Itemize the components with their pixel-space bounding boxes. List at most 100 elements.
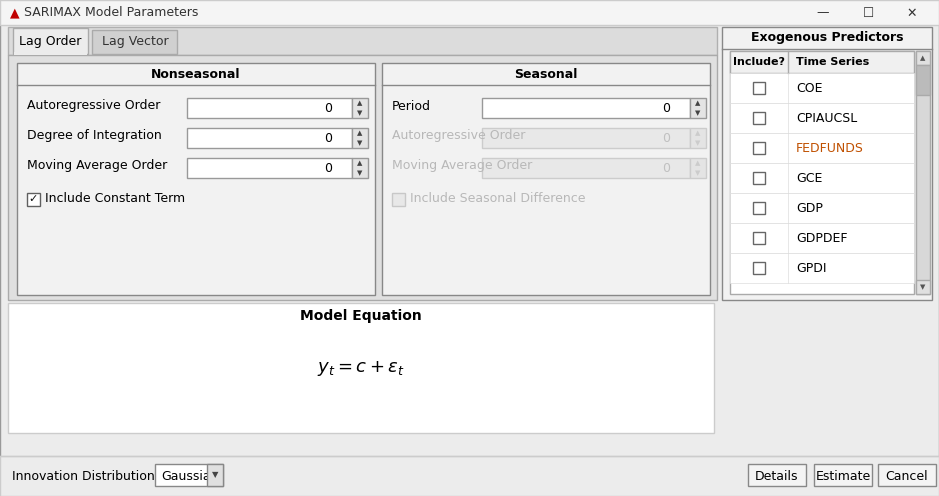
Text: 0: 0 [324, 131, 332, 144]
Bar [482, 158, 690, 178]
Bar [382, 63, 710, 295]
Bar [187, 128, 352, 148]
Text: ▲: ▲ [695, 130, 700, 136]
Text: Lag Order: Lag Order [19, 35, 81, 48]
Text: Gaussian: Gaussian [161, 470, 219, 483]
Bar [753, 172, 765, 184]
Bar [878, 464, 936, 486]
Text: 0: 0 [662, 102, 670, 115]
Text: ▲: ▲ [10, 6, 20, 19]
Text: Moving Average Order: Moving Average Order [27, 160, 167, 173]
Text: ✓: ✓ [28, 194, 38, 204]
Bar [352, 158, 368, 178]
Bar [730, 253, 914, 283]
Bar [814, 464, 872, 486]
Bar [730, 73, 914, 103]
Text: GDPDEF: GDPDEF [796, 232, 848, 245]
Text: ▼: ▼ [695, 140, 700, 146]
Text: Exogenous Predictors: Exogenous Predictors [751, 32, 903, 45]
Text: ▼: ▼ [212, 471, 218, 480]
Text: ▲: ▲ [695, 160, 700, 166]
Text: ▼: ▼ [695, 110, 700, 116]
Bar [482, 98, 690, 118]
Text: Moving Average Order: Moving Average Order [392, 160, 532, 173]
Text: FEDFUNDS: FEDFUNDS [796, 141, 864, 154]
Bar [207, 464, 223, 486]
Bar [8, 55, 717, 300]
Bar [482, 128, 690, 148]
Bar [8, 303, 714, 433]
Text: Seasonal: Seasonal [515, 67, 577, 80]
Bar [753, 262, 765, 274]
Bar [392, 193, 405, 206]
Text: Autoregressive Order: Autoregressive Order [27, 100, 161, 113]
Bar [187, 158, 352, 178]
Bar [0, 456, 939, 496]
Text: ▼: ▼ [358, 170, 362, 176]
Bar [187, 98, 352, 118]
Bar [17, 63, 375, 295]
Text: ▼: ▼ [695, 170, 700, 176]
Bar [730, 193, 914, 223]
Bar [753, 232, 765, 244]
Text: Cancel: Cancel [885, 470, 929, 483]
Bar [730, 223, 914, 253]
Bar [916, 51, 930, 294]
Bar [916, 65, 930, 95]
Text: COE: COE [796, 81, 823, 95]
Text: ▲: ▲ [358, 100, 362, 106]
Bar [352, 128, 368, 148]
Text: Details: Details [755, 470, 799, 483]
Text: Nonseasonal: Nonseasonal [151, 67, 240, 80]
Text: Include?: Include? [733, 57, 785, 67]
Text: 0: 0 [662, 162, 670, 175]
Bar [8, 27, 717, 55]
Bar [730, 133, 914, 163]
Text: ✕: ✕ [907, 6, 917, 19]
Text: Time Series: Time Series [796, 57, 870, 67]
Bar [155, 464, 223, 486]
Text: $y_t = c + \varepsilon_t$: $y_t = c + \varepsilon_t$ [317, 359, 405, 377]
Text: ▲: ▲ [358, 160, 362, 166]
Text: SARIMAX Model Parameters: SARIMAX Model Parameters [24, 6, 198, 19]
Text: GCE: GCE [796, 172, 823, 185]
Text: ▲: ▲ [358, 130, 362, 136]
Text: Period: Period [392, 100, 431, 113]
Text: Include Constant Term: Include Constant Term [45, 192, 185, 205]
Text: 0: 0 [324, 162, 332, 175]
Text: Innovation Distribution: Innovation Distribution [12, 470, 155, 483]
Bar [14, 52, 87, 55]
Text: CPIAUCSL: CPIAUCSL [796, 112, 857, 124]
Text: GDP: GDP [796, 201, 823, 214]
Text: ▼: ▼ [358, 140, 362, 146]
Text: GPDI: GPDI [796, 261, 826, 274]
Text: Include Seasonal Difference: Include Seasonal Difference [410, 192, 586, 205]
Bar [753, 202, 765, 214]
Text: ▲: ▲ [920, 55, 926, 61]
Bar [690, 158, 706, 178]
Text: ▲: ▲ [695, 100, 700, 106]
Bar [690, 98, 706, 118]
Bar [730, 51, 914, 294]
Bar [92, 30, 177, 54]
Bar [753, 142, 765, 154]
Text: 0: 0 [324, 102, 332, 115]
Bar [730, 163, 914, 193]
Bar [730, 103, 914, 133]
Bar [13, 28, 88, 54]
Bar [352, 98, 368, 118]
Text: 0: 0 [662, 131, 670, 144]
Text: ▼: ▼ [358, 110, 362, 116]
Text: —: — [817, 6, 829, 19]
Bar [27, 193, 40, 206]
Text: ☐: ☐ [863, 6, 874, 19]
Text: Degree of Integration: Degree of Integration [27, 129, 162, 142]
Text: Estimate: Estimate [815, 470, 870, 483]
Bar [722, 27, 932, 300]
Bar [690, 128, 706, 148]
Bar [730, 51, 914, 73]
Bar [753, 112, 765, 124]
Bar [916, 51, 930, 65]
Text: Lag Vector: Lag Vector [101, 36, 168, 49]
Text: ▼: ▼ [920, 284, 926, 290]
